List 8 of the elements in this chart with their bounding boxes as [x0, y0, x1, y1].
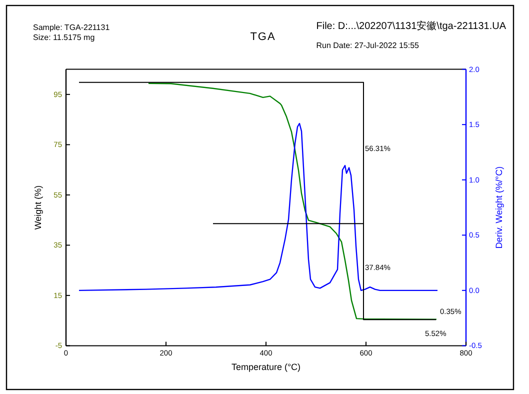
y-axis-title: Weight (%) [33, 185, 43, 230]
y2-axis-title: Deriv. Weight (%/°C) [494, 166, 504, 249]
text: File: D:...\202207\1131安徽\tga-221131.UA [316, 20, 506, 32]
text: Run Date: 27-Jul-2022 15:55 [316, 41, 420, 50]
text: Size: 11.5175 mg [33, 33, 95, 42]
text: Sample: TGA-221131 [33, 23, 110, 32]
x-axis-title: Temperature (°C) [231, 362, 301, 372]
chart-title: TGA [250, 31, 276, 43]
